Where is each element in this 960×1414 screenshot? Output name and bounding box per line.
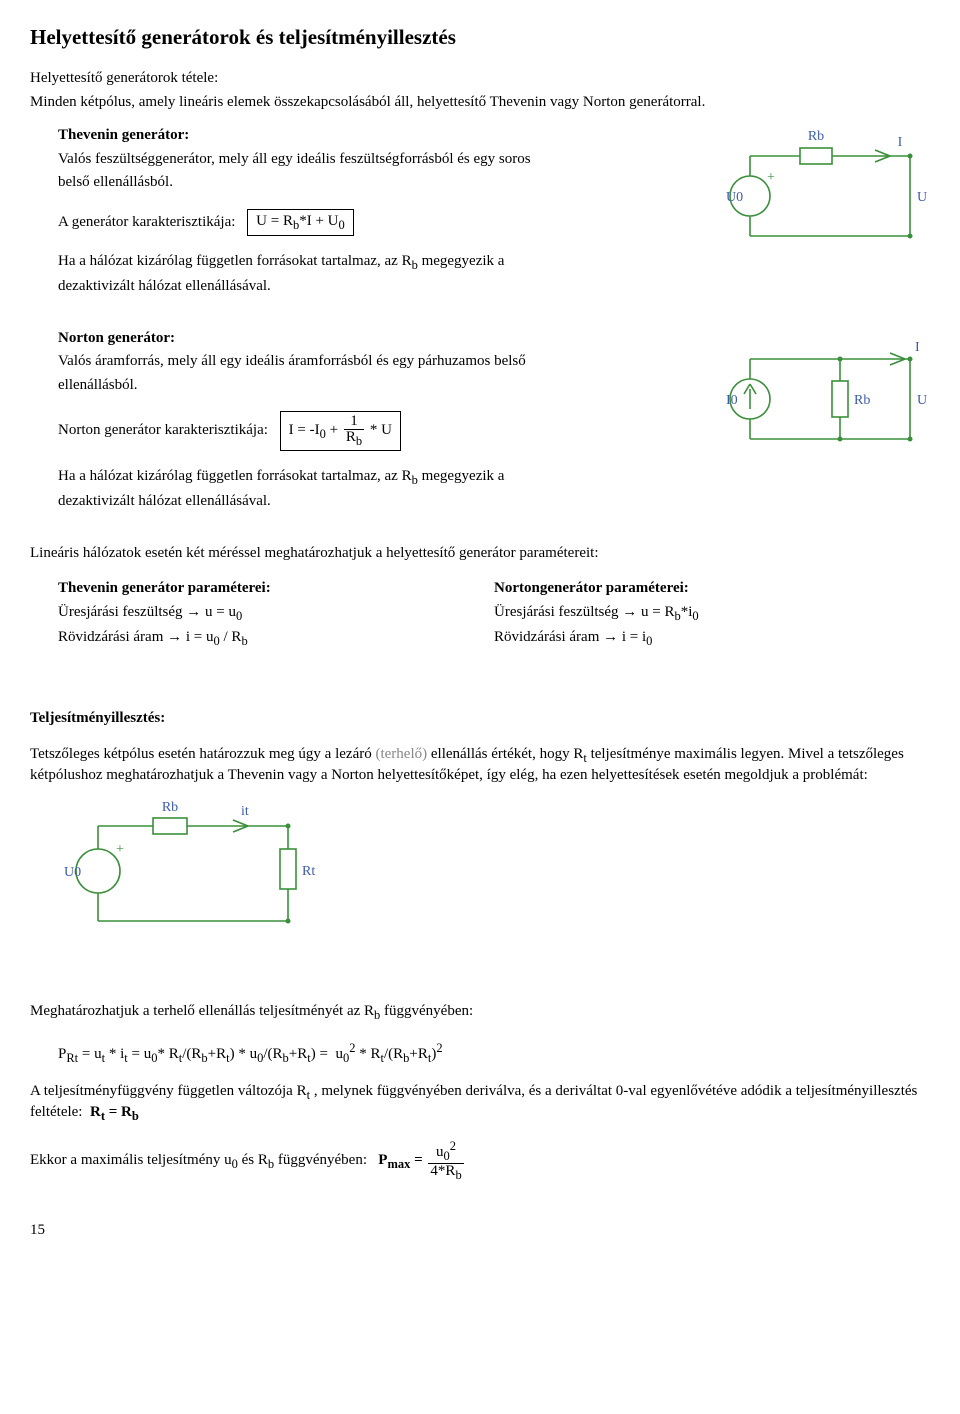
thevenin-section: Thevenin generátor: Valós feszültséggene… [58,126,930,301]
norton-desc2: ellenállásból. [58,376,704,396]
page-title: Helyettesítő generátorok és teljesítmény… [30,24,930,51]
norton-diagram: I0 Rb I U [720,329,930,459]
thevenin-heading: Thevenin generátor: [58,127,189,143]
nort-params-line1: Üresjárási feszültség → u = Rb*i0 [494,603,930,624]
norton-heading: Norton generátor: [58,330,175,346]
derive-intro: Meghatározhatjuk a terhelő ellenállás te… [30,1002,930,1023]
thev-params-line1: Üresjárási feszültség → u = u0 [58,603,494,624]
power-p1-grey: (terhelő) [375,746,427,762]
pmax-line: Ekkor a maximális teljesítmény u0 és Rb … [30,1140,930,1181]
thevenin-formula: U = Rb*I + U0 [247,209,354,236]
thevenin-desc2: belső ellenállásból. [58,173,704,193]
norton-rb-label: Rb [854,393,870,408]
thevenin-u-label: U [917,190,927,205]
power-rt-label: Rt [302,864,315,879]
thevenin-plus-label: + [767,170,775,185]
intro-line2: Minden kétpólus, amely lineáris elemek ö… [30,93,930,113]
thevenin-note1: Ha a hálózat kizárólag független forráso… [58,252,704,273]
thevenin-params: Thevenin generátor paraméterei: Üresjárá… [58,579,494,653]
nort-params-heading: Nortongenerátor paraméterei: [494,580,689,596]
power-p1: Tetszőleges kétpólus esetén határozzuk m… [30,745,930,786]
params-columns: Thevenin generátor paraméterei: Üresjárá… [58,579,930,653]
linear-intro: Lineáris hálózatok esetén két méréssel m… [30,544,930,564]
norton-params: Nortongenerátor paraméterei: Üresjárási … [494,579,930,653]
thevenin-rb-label: Rb [808,129,824,144]
thevenin-diagram: Rb I U0 + U [720,126,930,256]
power-plus-label: + [116,842,124,857]
norton-section: Norton generátor: Valós áramforrás, mely… [58,329,930,516]
nort-params-line2: Rövidzárási áram → i = i0 [494,628,930,649]
thevenin-u0-label: U0 [726,190,743,205]
power-u0-label: U0 [64,865,81,880]
norton-note2: dezaktivizált hálózat ellenállásával. [58,492,704,512]
thev-params-heading: Thevenin generátor paraméterei: [58,580,271,596]
condition-text: A teljesítményfüggvény független változó… [30,1082,930,1125]
power-it-label: it [241,804,249,819]
thevenin-note2: dezaktivizált hálózat ellenállásával. [58,277,704,297]
norton-note1: Ha a hálózat kizárólag független forráso… [58,467,704,488]
derive-formula: PRt = ut * it = u0* Rt/(Rb+Rt) * u0/(Rb+… [58,1040,930,1066]
norton-i0-label: I0 [726,393,738,408]
norton-desc1: Valós áramforrás, mely áll egy ideális á… [58,352,704,372]
thevenin-i-label: I [898,135,903,150]
norton-formula: I = -I0 + 1Rb * U [280,411,401,451]
power-diagram: Rb it U0 + Rt [58,801,930,946]
intro-line1: Helyettesítő generátorok tétele: [30,69,930,89]
power-p1a: Tetszőleges kétpólus esetén határozzuk m… [30,746,375,762]
norton-i-label: I [915,340,920,355]
power-rb-label: Rb [162,801,178,815]
norton-char-label: Norton generátor karakterisztikája: [58,422,268,438]
thevenin-desc1: Valós feszültséggenerátor, mely áll egy … [58,150,704,170]
intro-block: Helyettesítő generátorok tétele: Minden … [30,69,930,112]
power-heading: Teljesítményillesztés: [30,710,165,726]
thevenin-char-label: A generátor karakterisztikája: [58,214,235,230]
page-number: 15 [30,1221,930,1241]
thev-params-line2: Rövidzárási áram → i = u0 / Rb [58,628,494,649]
norton-u-label: U [917,393,927,408]
